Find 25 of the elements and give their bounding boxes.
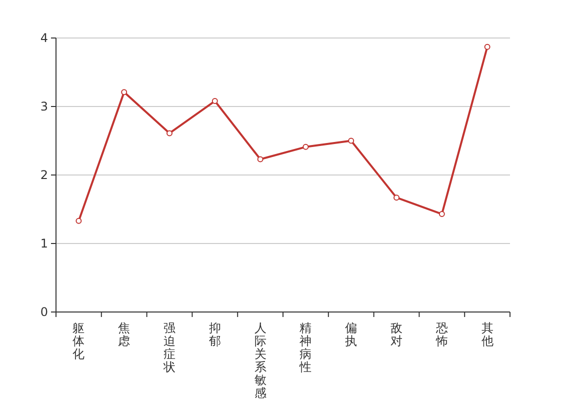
x-tick-label: 人际关系敏感 bbox=[254, 321, 266, 400]
x-tick-label: 焦虑 bbox=[118, 321, 130, 348]
x-tick-label: 其他 bbox=[481, 321, 494, 348]
point bbox=[394, 194, 400, 201]
x-tick-label: 抑郁 bbox=[208, 321, 221, 348]
point bbox=[76, 218, 82, 224]
y-tick-label: 4 bbox=[40, 31, 48, 45]
y-tick-label: 3 bbox=[40, 100, 48, 114]
point bbox=[348, 138, 354, 144]
x-tick-label: 敌对 bbox=[390, 321, 402, 348]
point bbox=[438, 211, 445, 218]
y-tick-label: 2 bbox=[40, 168, 48, 182]
x-tick-label: 偏执 bbox=[345, 321, 358, 348]
point bbox=[121, 89, 128, 96]
x-tick-label: 躯体化 bbox=[72, 321, 85, 361]
point bbox=[257, 156, 264, 162]
point bbox=[302, 144, 309, 150]
x-tick-label: 精神病性 bbox=[298, 321, 312, 374]
point bbox=[484, 44, 490, 50]
y-tick-label: 0 bbox=[40, 305, 48, 319]
x-tick-label: 恐怖 bbox=[434, 321, 448, 348]
point bbox=[166, 130, 172, 136]
x-tick-label: 强迫症状 bbox=[162, 321, 176, 374]
point bbox=[212, 98, 218, 104]
y-tick-label: 1 bbox=[40, 236, 48, 250]
